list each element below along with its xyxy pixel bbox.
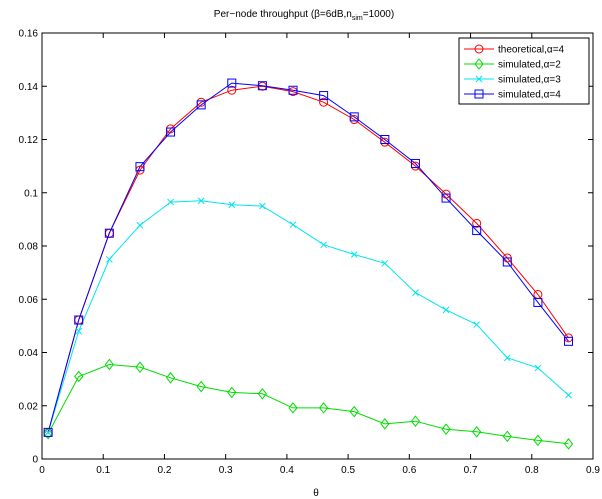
data-point-series-2 bbox=[410, 415, 421, 427]
x-tick-label: 0.7 bbox=[464, 465, 478, 476]
legend-label: simulated,α=4 bbox=[498, 90, 561, 101]
data-point-series-3 bbox=[320, 241, 327, 249]
x-axis-label: θ bbox=[313, 488, 319, 499]
data-point-series-2 bbox=[196, 380, 206, 393]
data-point-series-2 bbox=[135, 361, 145, 373]
data-point-series-4 bbox=[533, 297, 543, 307]
data-point-series-3 bbox=[442, 306, 450, 314]
data-point-series-4 bbox=[472, 226, 482, 236]
x-tick-label: 0 bbox=[39, 465, 45, 476]
x-tick-label: 0.1 bbox=[96, 465, 110, 476]
data-point-series-2 bbox=[257, 387, 268, 400]
data-point-series-2 bbox=[472, 426, 482, 438]
legend-label: simulated,α=3 bbox=[498, 75, 561, 86]
series-line-3 bbox=[47, 200, 569, 433]
data-point-series-4 bbox=[196, 100, 206, 110]
data-point-series-3 bbox=[105, 255, 113, 263]
data-point-series-3 bbox=[259, 202, 266, 210]
legend-swatch-marker bbox=[474, 58, 484, 70]
x-tick-label: 0.2 bbox=[157, 465, 171, 476]
data-point-series-2 bbox=[563, 438, 574, 450]
data-point-series-3 bbox=[350, 251, 358, 258]
data-point-series-4 bbox=[227, 78, 237, 88]
data-point-series-3 bbox=[167, 198, 174, 206]
data-point-series-4 bbox=[74, 315, 84, 325]
data-point-series-2 bbox=[227, 386, 237, 399]
data-point-series-2 bbox=[43, 427, 53, 440]
series-line-2 bbox=[47, 363, 569, 445]
data-point-series-2 bbox=[74, 370, 84, 383]
legend: theoretical,α=4 simulated,α=2 simulated,α=… bbox=[458, 37, 590, 105]
data-point-series-4 bbox=[410, 158, 420, 168]
series-line-4 bbox=[47, 82, 569, 433]
data-point-series-1 bbox=[472, 218, 482, 228]
x-tick-label: 0.9 bbox=[586, 465, 600, 476]
data-point-series-3 bbox=[534, 364, 542, 372]
data-point-series-4 bbox=[104, 228, 114, 238]
data-point-series-3 bbox=[503, 354, 511, 362]
data-point-series-3 bbox=[289, 221, 297, 229]
data-point-series-4 bbox=[349, 112, 359, 122]
data-point-series-2 bbox=[502, 430, 512, 443]
data-point-series-1 bbox=[319, 97, 329, 107]
plot-frame bbox=[41, 32, 594, 460]
y-tick-label: 0.08 bbox=[19, 242, 39, 253]
data-point-series-4 bbox=[380, 135, 390, 144]
data-point-series-2 bbox=[104, 358, 114, 371]
data-point-series-4 bbox=[135, 162, 145, 172]
data-point-series-3 bbox=[44, 429, 52, 436]
y-tick-label: 0 bbox=[32, 455, 38, 466]
series-line-1 bbox=[47, 85, 569, 434]
data-point-series-4 bbox=[257, 81, 267, 91]
legend-label: simulated,α=2 bbox=[498, 60, 561, 71]
data-point-series-3 bbox=[381, 259, 389, 267]
y-tick-label: 0.16 bbox=[19, 29, 39, 40]
data-point-series-4 bbox=[502, 257, 512, 267]
data-point-series-2 bbox=[288, 402, 298, 414]
data-point-series-2 bbox=[349, 405, 359, 418]
data-point-series-3 bbox=[75, 327, 83, 335]
y-tick-label: 0.02 bbox=[19, 401, 39, 412]
data-point-series-2 bbox=[165, 371, 176, 384]
x-tick-label: 0.8 bbox=[525, 465, 539, 476]
y-tick-label: 0.06 bbox=[19, 295, 39, 306]
data-point-series-2 bbox=[380, 418, 390, 430]
data-point-series-4 bbox=[319, 91, 329, 101]
data-point-series-4 bbox=[288, 85, 298, 95]
legend-swatch-marker bbox=[474, 44, 484, 54]
data-point-series-3 bbox=[197, 197, 205, 205]
data-point-series-4 bbox=[441, 193, 451, 203]
data-point-series-4 bbox=[166, 127, 176, 137]
data-point-series-2 bbox=[441, 423, 451, 435]
legend-swatch-marker bbox=[474, 89, 484, 99]
x-tick-label: 0.6 bbox=[402, 465, 416, 476]
y-tick-label: 0.04 bbox=[19, 348, 39, 359]
y-tick-label: 0.14 bbox=[19, 82, 39, 93]
x-tick-label: 0.4 bbox=[280, 465, 294, 476]
data-point-series-1 bbox=[227, 85, 237, 95]
chart-title: Per−node throughput (β=6dB,nsim=1000) bbox=[214, 9, 394, 22]
y-tick-label: 0.1 bbox=[24, 188, 38, 199]
data-point-series-2 bbox=[318, 402, 329, 414]
legend-swatch-marker bbox=[475, 75, 483, 83]
data-point-series-3 bbox=[136, 221, 144, 229]
data-point-series-2 bbox=[533, 434, 543, 447]
x-tick-label: 0.5 bbox=[341, 465, 355, 476]
y-tick-label: 0.12 bbox=[19, 135, 39, 146]
data-point-series-3 bbox=[412, 289, 419, 296]
legend-label: theoretical,α=4 bbox=[498, 45, 565, 56]
data-point-series-3 bbox=[228, 201, 236, 209]
data-point-series-3 bbox=[565, 391, 572, 399]
data-point-series-3 bbox=[473, 321, 481, 328]
x-tick-label: 0.3 bbox=[219, 465, 233, 476]
data-point-series-4 bbox=[564, 336, 574, 346]
data-point-series-4 bbox=[43, 427, 53, 437]
